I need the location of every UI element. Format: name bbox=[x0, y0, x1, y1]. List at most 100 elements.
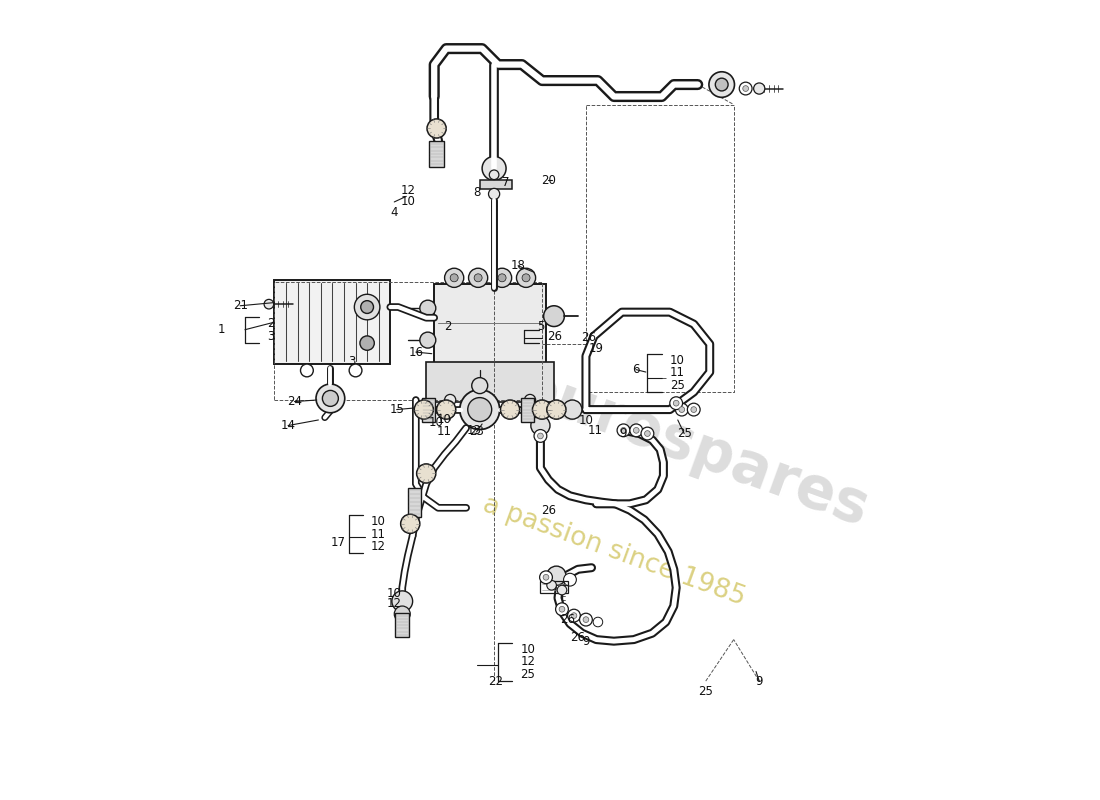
Text: 23: 23 bbox=[469, 426, 484, 438]
Circle shape bbox=[673, 400, 679, 406]
Text: 10: 10 bbox=[670, 354, 684, 366]
Circle shape bbox=[534, 430, 547, 442]
Circle shape bbox=[583, 617, 588, 622]
Circle shape bbox=[691, 406, 696, 413]
Circle shape bbox=[444, 268, 464, 287]
Circle shape bbox=[264, 299, 274, 309]
Text: 2: 2 bbox=[267, 317, 275, 330]
Circle shape bbox=[739, 82, 752, 95]
Circle shape bbox=[547, 581, 557, 590]
Text: 21: 21 bbox=[232, 299, 248, 312]
Circle shape bbox=[688, 403, 700, 416]
Circle shape bbox=[547, 566, 567, 586]
Circle shape bbox=[300, 364, 313, 377]
Text: 16: 16 bbox=[408, 346, 424, 358]
Bar bbox=[422, 398, 435, 422]
Circle shape bbox=[437, 400, 455, 419]
Circle shape bbox=[488, 188, 499, 199]
Bar bbox=[395, 614, 409, 637]
Text: 12: 12 bbox=[371, 541, 386, 554]
Circle shape bbox=[400, 514, 420, 534]
Circle shape bbox=[522, 274, 530, 282]
Circle shape bbox=[571, 613, 576, 618]
Text: 26: 26 bbox=[547, 330, 562, 342]
Circle shape bbox=[547, 400, 567, 419]
Circle shape bbox=[679, 406, 684, 413]
Text: 10: 10 bbox=[429, 416, 444, 429]
Text: 11: 11 bbox=[371, 528, 386, 541]
Circle shape bbox=[634, 427, 639, 434]
Text: 15: 15 bbox=[389, 403, 404, 416]
Text: a passion since 1985: a passion since 1985 bbox=[478, 492, 749, 611]
Circle shape bbox=[472, 378, 487, 394]
Circle shape bbox=[538, 433, 543, 439]
Text: 25: 25 bbox=[520, 668, 536, 682]
Circle shape bbox=[469, 268, 487, 287]
Circle shape bbox=[493, 268, 512, 287]
Text: 24: 24 bbox=[287, 395, 301, 408]
Circle shape bbox=[322, 390, 339, 406]
Circle shape bbox=[392, 591, 412, 612]
Text: 25: 25 bbox=[670, 379, 684, 392]
Circle shape bbox=[670, 397, 683, 410]
Circle shape bbox=[482, 157, 506, 180]
Text: 20: 20 bbox=[541, 174, 556, 187]
Text: 10: 10 bbox=[371, 515, 386, 528]
Text: 10: 10 bbox=[400, 195, 416, 209]
Circle shape bbox=[490, 170, 499, 179]
Circle shape bbox=[420, 332, 436, 348]
Text: 3: 3 bbox=[349, 355, 355, 368]
Text: 11: 11 bbox=[670, 366, 685, 379]
Circle shape bbox=[349, 364, 362, 377]
Circle shape bbox=[708, 72, 735, 98]
Circle shape bbox=[394, 606, 410, 622]
Circle shape bbox=[360, 336, 374, 350]
Circle shape bbox=[525, 394, 536, 406]
Circle shape bbox=[645, 430, 650, 437]
Text: 5: 5 bbox=[537, 320, 544, 333]
Circle shape bbox=[532, 400, 551, 419]
Text: 11: 11 bbox=[587, 424, 602, 437]
Text: 25: 25 bbox=[698, 685, 713, 698]
Text: 11: 11 bbox=[437, 426, 452, 438]
Circle shape bbox=[354, 294, 379, 320]
Text: 9: 9 bbox=[619, 427, 627, 440]
Circle shape bbox=[617, 424, 630, 437]
Circle shape bbox=[641, 427, 653, 440]
Circle shape bbox=[427, 119, 447, 138]
Circle shape bbox=[316, 384, 344, 413]
Text: 18: 18 bbox=[510, 259, 526, 272]
Circle shape bbox=[498, 274, 506, 282]
Circle shape bbox=[531, 416, 550, 435]
Text: 6: 6 bbox=[632, 363, 640, 376]
Circle shape bbox=[630, 424, 642, 437]
Text: 12: 12 bbox=[520, 655, 536, 669]
Bar bbox=[408, 488, 420, 517]
Circle shape bbox=[742, 86, 748, 91]
Text: 10: 10 bbox=[520, 642, 536, 656]
Circle shape bbox=[474, 274, 482, 282]
Text: 10: 10 bbox=[387, 586, 402, 600]
Text: 19: 19 bbox=[588, 342, 604, 354]
Circle shape bbox=[468, 398, 492, 422]
Text: eurospares: eurospares bbox=[510, 358, 877, 538]
Bar bbox=[521, 398, 534, 422]
Circle shape bbox=[415, 400, 433, 419]
Circle shape bbox=[500, 400, 519, 419]
Circle shape bbox=[754, 83, 764, 94]
Circle shape bbox=[593, 618, 603, 627]
Circle shape bbox=[563, 400, 582, 419]
Circle shape bbox=[563, 574, 576, 586]
Bar bbox=[434, 284, 546, 364]
Text: 10: 10 bbox=[579, 414, 593, 427]
Text: 17: 17 bbox=[331, 536, 345, 549]
Circle shape bbox=[417, 464, 436, 483]
Circle shape bbox=[543, 574, 549, 580]
Text: 12: 12 bbox=[400, 184, 416, 198]
Bar bbox=[540, 582, 569, 594]
Circle shape bbox=[543, 306, 564, 326]
Text: 9: 9 bbox=[582, 634, 590, 648]
Circle shape bbox=[580, 614, 592, 626]
Bar bbox=[426, 362, 554, 402]
Bar bbox=[429, 142, 443, 167]
